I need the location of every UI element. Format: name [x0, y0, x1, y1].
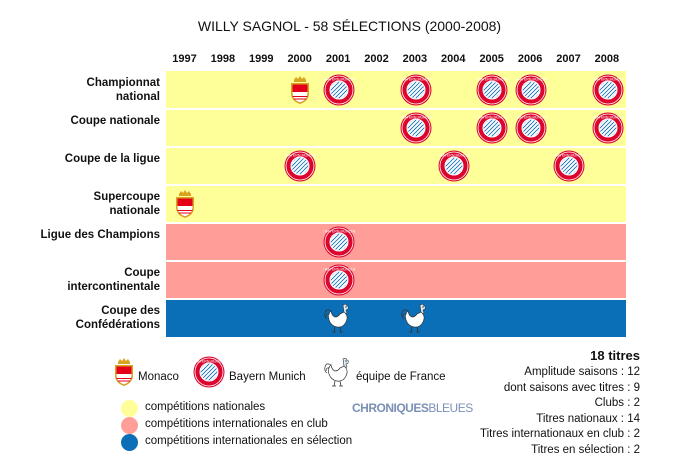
france-icon — [400, 302, 432, 334]
svg-text:FC BAYERN MÜNCHEN: FC BAYERN MÜNCHEN — [323, 230, 355, 234]
svg-text:FC BAYERN MÜNCHEN: FC BAYERN MÜNCHEN — [400, 116, 432, 120]
row-band-2 — [166, 147, 626, 185]
year-label-1999: 1999 — [249, 53, 274, 65]
svg-text:FC BAYERN MÜNCHEN: FC BAYERN MÜNCHEN — [476, 116, 508, 120]
legend-category-label: compétitions internationales en club — [145, 418, 328, 430]
legend-category-swatch — [121, 417, 138, 434]
stat-line: Titres internationaux en club : 2 — [479, 428, 640, 440]
row-band-5 — [166, 261, 626, 299]
legend-category-label: compétitions nationales — [145, 401, 266, 413]
bayern-icon: FC BAYERN MÜNCHEN — [281, 150, 321, 182]
watermark-light: BLEUES — [428, 401, 473, 415]
svg-text:FC BAYERN MÜNCHEN: FC BAYERN MÜNCHEN — [476, 78, 508, 82]
row-label: Ligue des Champions — [40, 229, 161, 241]
row-band-4 — [166, 223, 626, 261]
chart-title: WILLY SAGNOL - 58 SÉLECTIONS (2000-2008) — [197, 18, 502, 34]
bayern-icon: FC BAYERN MÜNCHEN — [511, 74, 551, 106]
legend-category-swatch — [121, 434, 138, 451]
svg-text:FC BAYERN MÜNCHEN: FC BAYERN MÜNCHEN — [284, 154, 316, 158]
row-label: Championnat national — [86, 77, 160, 103]
year-label-2003: 2003 — [402, 53, 428, 65]
svg-text:FC BAYERN MÜNCHEN: FC BAYERN MÜNCHEN — [323, 78, 355, 82]
year-label-2001: 2001 — [325, 53, 351, 65]
year-label-2000: 2000 — [287, 53, 312, 65]
legend-category-label: compétitions internationales en sélectio… — [145, 435, 353, 447]
year-label-2002: 2002 — [364, 53, 389, 65]
stats-total: 18 titres — [590, 348, 640, 363]
legend-bayern-icon: FC BAYERN MÜNCHEN — [189, 356, 229, 388]
row-label: Supercoupe nationale — [93, 191, 160, 217]
monaco-icon — [284, 74, 316, 106]
row-separator — [166, 222, 626, 224]
monaco-icon — [169, 188, 201, 220]
row-band-0 — [166, 71, 626, 109]
watermark-bold: CHRONIQUES — [352, 401, 429, 415]
legend-category-swatch — [121, 400, 138, 417]
row-label: Coupe intercontinentale — [67, 267, 160, 293]
row-separator — [166, 146, 626, 148]
watermark-logo: CHRONIQUESBLEUES — [352, 401, 473, 415]
year-label-1997: 1997 — [172, 53, 197, 65]
bayern-icon: FC BAYERN MÜNCHEN — [549, 150, 589, 182]
row-label: Coupe de la ligue — [64, 153, 160, 165]
bayern-icon: FC BAYERN MÜNCHEN — [319, 74, 359, 106]
row-label: Coupe nationale — [70, 115, 160, 127]
legend-team-label: équipe de France — [356, 371, 446, 383]
stat-line: Titres en sélection : 2 — [531, 443, 640, 456]
legend-team-label: Monaco — [138, 371, 179, 383]
year-label-2005: 2005 — [479, 53, 504, 65]
bayern-icon: FC BAYERN MÜNCHEN — [588, 74, 628, 106]
svg-text:FC BAYERN MÜNCHEN: FC BAYERN MÜNCHEN — [553, 154, 585, 158]
bayern-icon: FC BAYERN MÜNCHEN — [319, 226, 359, 258]
bayern-icon: FC BAYERN MÜNCHEN — [319, 264, 359, 296]
year-label-1998: 1998 — [210, 53, 236, 65]
bayern-icon: FC BAYERN MÜNCHEN — [473, 112, 513, 144]
row-band-1 — [166, 109, 626, 147]
legend-team-label: Bayern Munich — [229, 371, 306, 383]
stat-line: Amplitude saisons : 12 — [524, 366, 640, 378]
row-band-3 — [166, 185, 626, 223]
bayern-icon: FC BAYERN MÜNCHEN — [434, 150, 474, 182]
legend-france-icon — [323, 356, 355, 388]
year-label-2004: 2004 — [441, 53, 466, 65]
row-band-6 — [166, 299, 626, 337]
bayern-icon: FC BAYERN MÜNCHEN — [473, 74, 513, 106]
row-separator — [166, 260, 626, 262]
svg-text:FC BAYERN MÜNCHEN: FC BAYERN MÜNCHEN — [438, 154, 470, 158]
year-label-2007: 2007 — [556, 53, 581, 65]
bayern-icon: FC BAYERN MÜNCHEN — [588, 112, 628, 144]
stat-line: Titres nationaux : 14 — [536, 412, 640, 425]
row-separator — [166, 108, 626, 110]
svg-text:FC BAYERN MÜNCHEN: FC BAYERN MÜNCHEN — [400, 78, 432, 82]
year-label-2006: 2006 — [517, 53, 543, 65]
bayern-icon: FC BAYERN MÜNCHEN — [396, 112, 436, 144]
bayern-icon: FC BAYERN MÜNCHEN — [396, 74, 436, 106]
france-icon — [323, 302, 355, 334]
stat-line: Clubs : 2 — [594, 397, 640, 409]
row-separator — [166, 184, 626, 186]
year-label-2008: 2008 — [594, 53, 620, 65]
svg-text:FC BAYERN MÜNCHEN: FC BAYERN MÜNCHEN — [592, 116, 624, 120]
svg-text:FC BAYERN MÜNCHEN: FC BAYERN MÜNCHEN — [515, 78, 547, 82]
svg-text:FC BAYERN MÜNCHEN: FC BAYERN MÜNCHEN — [323, 268, 355, 272]
legend-monaco-icon — [108, 356, 140, 388]
svg-text:FC BAYERN MÜNCHEN: FC BAYERN MÜNCHEN — [515, 116, 547, 120]
bayern-icon: FC BAYERN MÜNCHEN — [511, 112, 551, 144]
svg-text:FC BAYERN MÜNCHEN: FC BAYERN MÜNCHEN — [193, 360, 225, 364]
row-label: Coupe des Confédérations — [75, 305, 160, 331]
stat-line: dont saisons avec titres : 9 — [503, 381, 640, 394]
row-separator — [166, 298, 626, 300]
svg-text:FC BAYERN MÜNCHEN: FC BAYERN MÜNCHEN — [592, 78, 624, 82]
